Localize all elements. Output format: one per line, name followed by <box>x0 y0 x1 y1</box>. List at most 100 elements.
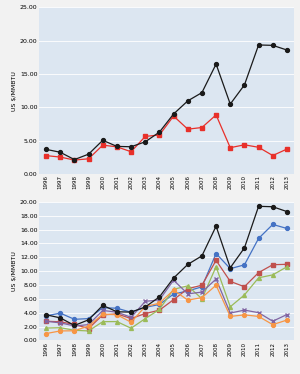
Canada <box>115 312 119 317</box>
OECD Crude <box>200 254 204 258</box>
Germany <box>172 297 175 302</box>
Canada <box>87 324 90 328</box>
NBP <box>58 325 62 330</box>
Henry Hub <box>158 298 161 302</box>
NBP <box>87 329 90 333</box>
Brent <box>58 150 62 154</box>
NBP <box>158 307 161 312</box>
Canada <box>186 298 190 302</box>
OECD Crude <box>172 276 175 280</box>
OECD Crude <box>229 266 232 270</box>
Japan <box>186 289 190 293</box>
Brent <box>87 152 90 156</box>
Line: Japan: Japan <box>44 223 289 321</box>
Line: Brent: Brent <box>44 43 289 162</box>
NBP <box>73 328 76 332</box>
Henry Hub <box>73 158 76 162</box>
Canada <box>143 304 147 309</box>
Henry Hub <box>186 127 190 131</box>
Henry Hub <box>200 290 204 294</box>
Line: NBP: NBP <box>44 265 289 333</box>
Japan <box>158 302 161 307</box>
Henry Hub <box>186 292 190 296</box>
Henry Hub <box>58 155 62 159</box>
Henry Hub <box>172 278 175 282</box>
Japan <box>129 310 133 315</box>
Canada <box>200 295 204 300</box>
Henry Hub <box>87 157 90 161</box>
Germany <box>243 285 246 289</box>
Canada <box>271 322 275 327</box>
Japan <box>87 316 90 321</box>
NBP <box>271 273 275 277</box>
NBP <box>172 287 175 291</box>
Henry Hub <box>271 153 275 158</box>
Japan <box>44 314 48 318</box>
Henry Hub <box>143 299 147 304</box>
Henry Hub <box>101 308 105 313</box>
Brent <box>158 130 161 134</box>
OECD Crude <box>214 224 218 229</box>
Henry Hub <box>285 312 289 317</box>
Japan <box>243 263 246 267</box>
Canada <box>101 312 105 316</box>
Japan <box>271 222 275 227</box>
OECD Crude <box>243 246 246 250</box>
Germany <box>87 326 90 331</box>
Germany <box>58 319 62 324</box>
Germany <box>200 283 204 288</box>
NBP <box>101 319 105 324</box>
Henry Hub <box>101 143 105 147</box>
Germany <box>257 270 260 275</box>
Canada <box>158 301 161 306</box>
OECD Crude <box>115 310 119 314</box>
Henry Hub <box>229 145 232 150</box>
OECD Crude <box>73 323 76 328</box>
NBP <box>285 264 289 269</box>
Germany <box>115 312 119 316</box>
Brent <box>115 144 119 148</box>
Canada <box>214 283 218 288</box>
Germany <box>186 286 190 291</box>
Japan <box>73 317 76 322</box>
Canada <box>73 328 76 333</box>
Germany <box>44 319 48 324</box>
Henry Hub <box>44 153 48 158</box>
Japan <box>172 292 175 296</box>
Henry Hub <box>243 308 246 312</box>
OECD Crude <box>101 303 105 308</box>
Brent <box>214 62 218 66</box>
Brent <box>44 147 48 151</box>
Canada <box>172 288 175 292</box>
Henry Hub <box>214 113 218 117</box>
Canada <box>285 318 289 322</box>
OECD Crude <box>58 316 62 320</box>
NBP <box>186 283 190 288</box>
NBP <box>200 297 204 301</box>
OECD Crude <box>129 310 133 315</box>
Y-axis label: US $/MMBTU: US $/MMBTU <box>12 251 17 291</box>
Henry Hub <box>129 315 133 319</box>
Japan <box>214 251 218 256</box>
Henry Hub <box>115 310 119 315</box>
NBP <box>129 326 133 331</box>
Brent <box>172 112 175 116</box>
Brent <box>200 91 204 95</box>
Henry Hub <box>58 321 62 325</box>
Henry Hub <box>285 147 289 151</box>
Germany <box>143 311 147 316</box>
Germany <box>129 316 133 321</box>
NBP <box>229 304 232 309</box>
NBP <box>44 326 48 330</box>
OECD Crude <box>44 313 48 317</box>
Germany <box>229 279 232 283</box>
Henry Hub <box>257 145 260 150</box>
OECD Crude <box>186 262 190 267</box>
Canada <box>44 331 48 336</box>
OECD Crude <box>143 305 147 309</box>
Brent <box>101 138 105 142</box>
Henry Hub <box>229 311 232 315</box>
OECD Crude <box>285 209 289 214</box>
Germany <box>158 308 161 312</box>
Line: Canada: Canada <box>44 283 289 335</box>
